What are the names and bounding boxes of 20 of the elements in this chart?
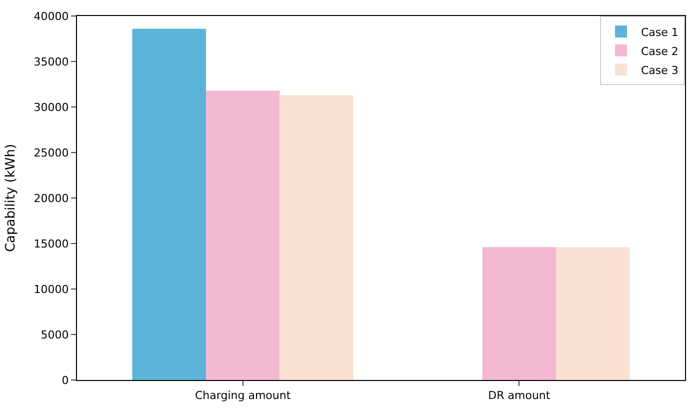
legend-label: Case 1 bbox=[641, 26, 678, 39]
bar bbox=[132, 28, 206, 380]
legend-label: Case 3 bbox=[641, 64, 678, 77]
y-tick-label: 30000 bbox=[34, 100, 69, 114]
y-tick-label: 10000 bbox=[34, 282, 69, 296]
y-tick-label: 35000 bbox=[34, 55, 69, 68]
y-tick-label: 5000 bbox=[40, 328, 69, 342]
y-tick-label: 25000 bbox=[34, 146, 69, 160]
bar bbox=[280, 95, 354, 380]
y-axis-title: Capability (kWh) bbox=[4, 144, 19, 252]
y-tick-label: 15000 bbox=[34, 237, 69, 250]
legend-label: Case 2 bbox=[641, 44, 678, 58]
y-tick-label: 40000 bbox=[34, 10, 69, 23]
x-tick-label: DR amount bbox=[488, 389, 551, 402]
y-tick-label: 20000 bbox=[34, 192, 69, 205]
bar bbox=[482, 247, 556, 380]
bar bbox=[206, 90, 280, 380]
bar bbox=[556, 247, 630, 380]
x-tick-label: Charging amount bbox=[194, 389, 292, 402]
y-tick-label: 0 bbox=[62, 374, 69, 387]
